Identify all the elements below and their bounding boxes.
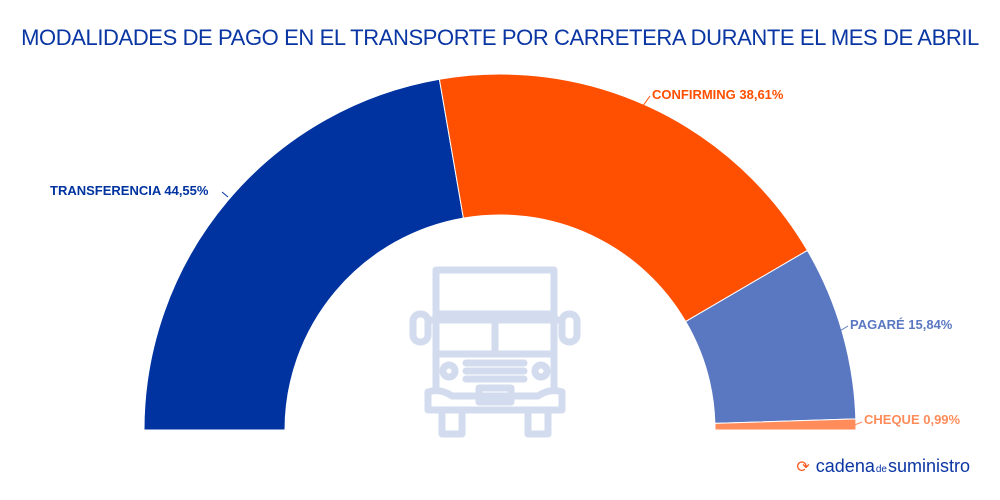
leader-line: [221, 191, 229, 198]
brand-part2: de: [875, 464, 887, 475]
slice-transferencia: [143, 78, 464, 431]
data-label: CHEQUE 0,99%: [864, 412, 961, 427]
leader-line: [851, 421, 863, 427]
brand-part1: cadena: [815, 456, 875, 476]
data-label: PAGARÉ 15,84%: [850, 317, 953, 332]
data-label: TRANSFERENCIA 44,55%: [50, 183, 209, 198]
data-label: CONFIRMING 38,61%: [652, 87, 784, 102]
truck-icon: [409, 266, 581, 438]
brand-part3: suministro: [887, 456, 970, 476]
slice-cheque: [714, 418, 857, 431]
slice-confirming: [438, 73, 809, 323]
chart-title: MODALIDADES DE PAGO EN EL TRANSPORTE POR…: [21, 25, 979, 50]
brand-logo: ⟳ cadena de suministro: [796, 456, 970, 477]
leader-line: [639, 95, 651, 111]
sync-arrows-icon: ⟳: [796, 459, 810, 476]
leader-line: [837, 325, 849, 333]
